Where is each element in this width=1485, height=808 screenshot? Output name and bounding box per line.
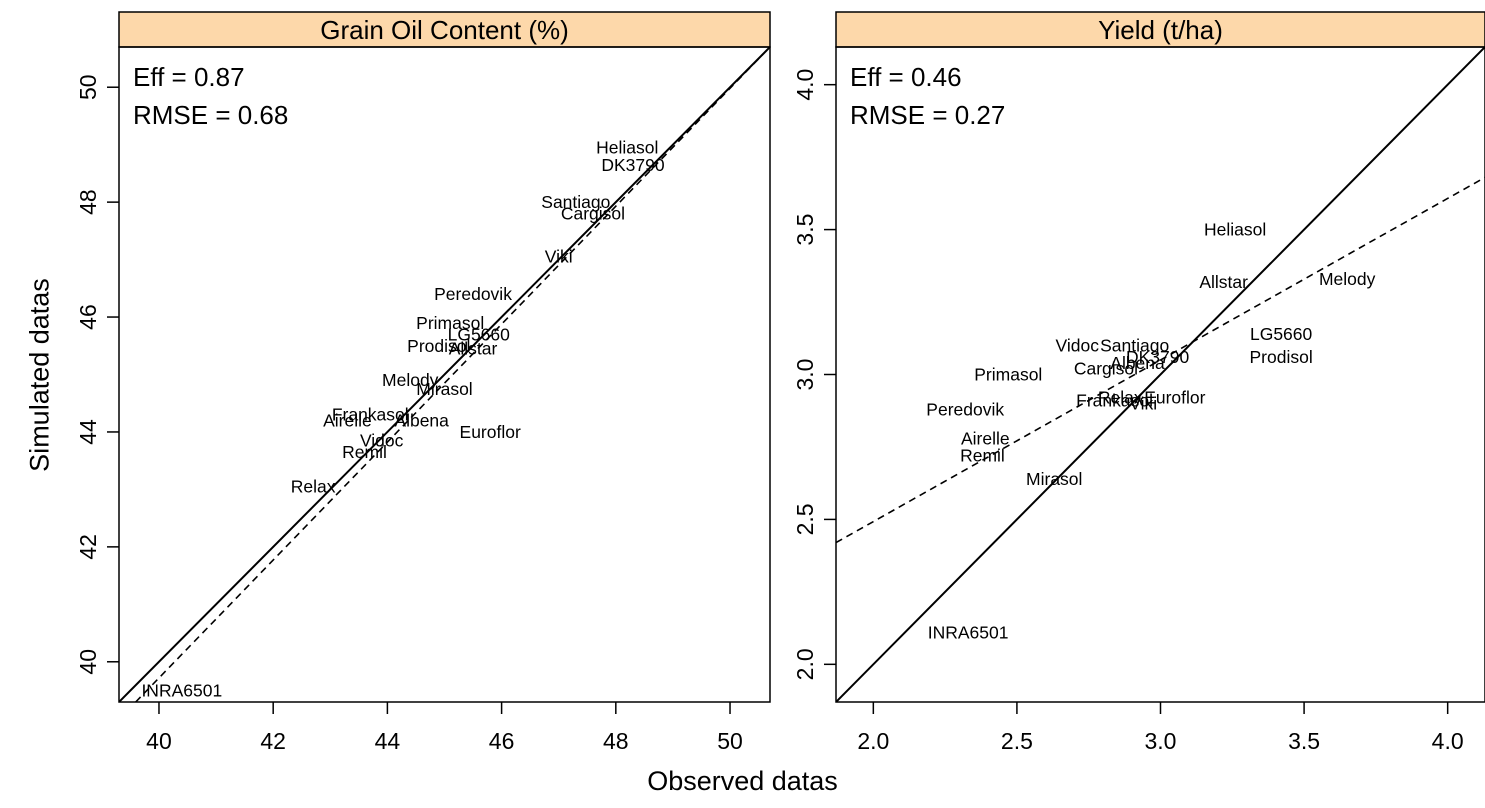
point-label: DK3790 <box>1126 347 1190 367</box>
x-tick-label: 2.0 <box>857 728 889 754</box>
point-label: LG5660 <box>1250 324 1313 344</box>
y-tick-label: 42 <box>75 534 101 560</box>
panel-title-strip <box>118 11 771 48</box>
rmse-stat: RMSE = 0.27 <box>850 100 1005 130</box>
point-label: Melody <box>382 370 439 390</box>
panel-title-strip <box>835 11 1485 48</box>
point-label: Albena <box>1110 353 1165 373</box>
identity-line <box>119 47 770 702</box>
y-tick-label: 46 <box>75 304 101 330</box>
point-label: Heliasol <box>1204 220 1266 240</box>
identity-line <box>836 47 1485 702</box>
y-axis-title: Simulated datas <box>24 278 55 472</box>
point-label: Mirasol <box>416 379 472 399</box>
efficiency-stat: Eff = 0.87 <box>133 62 245 92</box>
y-tick-label: 2.0 <box>792 648 818 680</box>
point-label: Prodisol <box>407 336 470 356</box>
x-tick-label: 46 <box>489 728 515 754</box>
regression-line <box>836 176 1485 544</box>
y-tick-label: 3.5 <box>792 214 818 246</box>
x-tick-label: 40 <box>146 728 172 754</box>
point-label: Vidoc <box>360 431 404 451</box>
panel-grain-oil-content: Grain Oil Content (%) 40 42 44 46 48 50 40 42 44 4… <box>75 11 771 754</box>
x-tick-label: 4.0 <box>1432 728 1464 754</box>
rmse-stat: RMSE = 0.68 <box>133 100 288 130</box>
point-label: INRA6501 <box>928 622 1009 642</box>
point-label: INRA6501 <box>141 681 222 701</box>
point-label: Cargisol <box>1074 359 1138 379</box>
panel-title: Grain Oil Content (%) <box>320 15 569 45</box>
panel-yield: Yield (t/ha) 2.0 2.5 3.0 3.5 4.0 2.0 2.5 3.0 3.5 4… <box>792 11 1485 754</box>
point-label: Euroflor <box>460 422 521 442</box>
y-tick-label: 48 <box>75 189 101 215</box>
point-label: Remil <box>960 446 1005 466</box>
x-tick-label: 2.5 <box>1001 728 1033 754</box>
point-label: Relax <box>1098 388 1143 408</box>
plot-frame <box>118 46 771 703</box>
point-label: Euroflor <box>1144 388 1205 408</box>
point-label: Prodisol <box>1249 347 1312 367</box>
point-labels: Heliasol Allstar Melody LG5660 Prodisol Vidoc… <box>926 220 1375 643</box>
x-axis-title: Observed datas <box>647 766 838 796</box>
point-label: Allstar <box>1199 272 1248 292</box>
point-label: Relax <box>291 477 336 497</box>
point-label: Albena <box>394 410 449 430</box>
point-label: DK3790 <box>601 155 665 175</box>
y-tick-label: 50 <box>75 74 101 100</box>
x-tick-label: 44 <box>375 728 401 754</box>
efficiency-stat: Eff = 0.46 <box>850 62 962 92</box>
point-label: Viki <box>545 247 573 267</box>
point-label: Santiago <box>541 192 610 212</box>
point-label: Heliasol <box>596 138 658 158</box>
point-label: Vidoc <box>1055 336 1099 356</box>
point-label: Airelle <box>961 428 1010 448</box>
y-tick-label: 40 <box>75 649 101 675</box>
y-tick-label: 44 <box>75 419 101 445</box>
y-tick-label: 4.0 <box>792 69 818 101</box>
point-label: LG5660 <box>448 324 511 344</box>
point-label: Airelle <box>323 410 372 430</box>
x-tick-label: 48 <box>603 728 629 754</box>
y-tick-label: 3.0 <box>792 359 818 391</box>
fit-lines <box>119 47 770 702</box>
point-label: Mirasol <box>1026 469 1082 489</box>
point-label: Frankasol <box>1076 391 1153 411</box>
point-label: Peredovik <box>434 284 512 304</box>
y-tick-label: 2.5 <box>792 503 818 535</box>
point-label: Viki <box>1129 393 1157 413</box>
panel-title: Yield (t/ha) <box>1098 15 1223 45</box>
x-tick-label: 42 <box>260 728 286 754</box>
point-label: Primasol <box>416 313 484 333</box>
fit-lines <box>836 47 1485 702</box>
point-label: Cargisol <box>561 204 625 224</box>
point-label: Allstar <box>449 339 498 359</box>
point-label: Primasol <box>974 365 1042 385</box>
x-tick-label: 3.5 <box>1288 728 1320 754</box>
point-label: Peredovik <box>926 399 1004 419</box>
x-tick-label: 50 <box>717 728 743 754</box>
x-tick-label: 3.0 <box>1145 728 1177 754</box>
point-label: Santiago <box>1100 336 1169 356</box>
point-label: Melody <box>1319 269 1376 289</box>
point-label: Frankasol <box>332 405 409 425</box>
point-label: Remil <box>342 442 387 462</box>
